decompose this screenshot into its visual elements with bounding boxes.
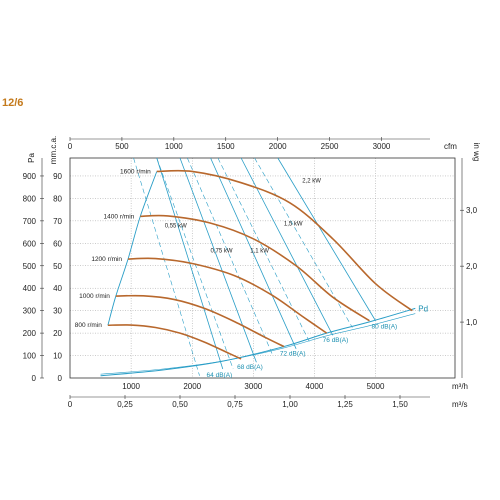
y-tick-mmca: 80: [53, 194, 62, 203]
noise-label: 76 dB(A): [323, 337, 349, 344]
x-tick-m3h: 2000: [183, 382, 201, 391]
y-tick-pa: 800: [23, 194, 37, 203]
y-tick-mmca: 30: [53, 307, 62, 316]
y-tick-pa: 900: [23, 172, 37, 181]
x-tick-m3s: 0,75: [227, 400, 243, 409]
x-tick-m3s: 0,50: [172, 400, 188, 409]
y-tick-pa: 300: [23, 307, 37, 316]
plot-frame: [69, 157, 456, 379]
y-tick-mmca: 0: [58, 374, 63, 383]
y-tick-pa: 0: [32, 374, 37, 383]
noise-label: 80 dB(A): [372, 324, 398, 331]
speed-curve-label: 1400 r/min: [104, 213, 135, 220]
speed-curve: [115, 294, 285, 348]
left-envelope-line: [107, 171, 158, 326]
x-unit-cfm: cfm: [444, 142, 457, 151]
speed-curve: [128, 257, 328, 334]
speed-curves: [107, 169, 413, 360]
x-tick-m3s: 0: [68, 400, 73, 409]
x-tick-cfm: 1500: [217, 142, 235, 151]
power-label: 0,55 kW: [165, 224, 187, 230]
chart-labels: 1600 r/min 1400 r/min 1200 r/min 1000 r/min…: [75, 168, 397, 378]
y-unit-inwg: in wg: [472, 143, 481, 162]
noise-label: 72 dB(A): [280, 351, 306, 358]
speed-curve-label: 800 r/min: [75, 322, 102, 329]
x-unit-m3h: m³/h: [452, 382, 468, 391]
y-tick-mmca: 60: [53, 239, 62, 248]
efficiency-iso-line: [187, 157, 274, 356]
x-tick-m3h: 1000: [122, 382, 140, 391]
x-tick-cfm: 1000: [165, 142, 183, 151]
y-tick-mmca: 20: [53, 329, 62, 338]
y-tick-pa: 200: [23, 329, 37, 338]
y-tick-mmca: 50: [53, 262, 62, 271]
y-tick-pa: 500: [23, 262, 37, 271]
y-tick-pa: 100: [23, 352, 37, 361]
y-tick-mmca: 90: [53, 172, 62, 181]
y-tick-mmca: 40: [53, 284, 62, 293]
y-tick-inwg: 1,0: [466, 318, 478, 327]
x-tick-cfm: 500: [115, 142, 129, 151]
noise-label: 68 dB(A): [237, 364, 263, 371]
system-curve-group: Pd: [100, 304, 428, 377]
grid: [70, 158, 455, 378]
x-tick-m3h: 4000: [306, 382, 324, 391]
y-tick-mmca: 70: [53, 217, 62, 226]
speed-curve-label: 1000 r/min: [79, 293, 110, 300]
y-tick-mmca: 10: [53, 352, 62, 361]
y-unit-pa: Pa: [27, 153, 36, 163]
system-curve-pd-secondary: [100, 313, 416, 375]
y-tick-pa: 400: [23, 284, 37, 293]
x-tick-cfm: 3000: [373, 142, 391, 151]
x-tick-m3s: 1,00: [282, 400, 298, 409]
y-tick-inwg: 2,0: [466, 262, 478, 271]
x-tick-m3s: 1,50: [392, 400, 408, 409]
power-label: 0,75 kW: [211, 248, 233, 254]
y-tick-pa: 600: [23, 239, 37, 248]
x-tick-m3s: 0,25: [117, 400, 133, 409]
power-iso-line: [179, 157, 257, 363]
speed-curve: [107, 324, 242, 360]
x-tick-cfm: 2000: [269, 142, 287, 151]
speed-curve-label: 1200 r/min: [91, 256, 122, 263]
noise-label: 64 dB(A): [207, 372, 233, 379]
x-unit-m3s: m³/s: [452, 400, 468, 409]
y-tick-pa: 700: [23, 217, 37, 226]
power-label: 1,5 kW: [284, 221, 303, 227]
power-iso-line: [277, 157, 376, 321]
speed-curve: [140, 214, 370, 322]
power-iso-line: [210, 157, 297, 349]
system-curve-label: Pd: [418, 304, 428, 313]
x-tick-cfm: 2500: [321, 142, 339, 151]
power-label: 1,1 kW: [250, 248, 269, 254]
x-tick-m3s: 1,25: [337, 400, 353, 409]
x-tick-m3h: 5000: [367, 382, 385, 391]
x-tick-m3h: 3000: [244, 382, 262, 391]
model-label: 12/6: [2, 97, 23, 109]
power-label: 2,2 kW: [302, 179, 321, 185]
y-tick-inwg: 3,0: [466, 206, 478, 215]
efficiency-iso-line: [133, 157, 200, 376]
y-unit-mmca: mm.c.a.: [49, 136, 58, 164]
x-tick-cfm: 0: [68, 142, 73, 151]
speed-curve-label: 1600 r/min: [120, 168, 151, 175]
speed-curve: [156, 169, 413, 312]
